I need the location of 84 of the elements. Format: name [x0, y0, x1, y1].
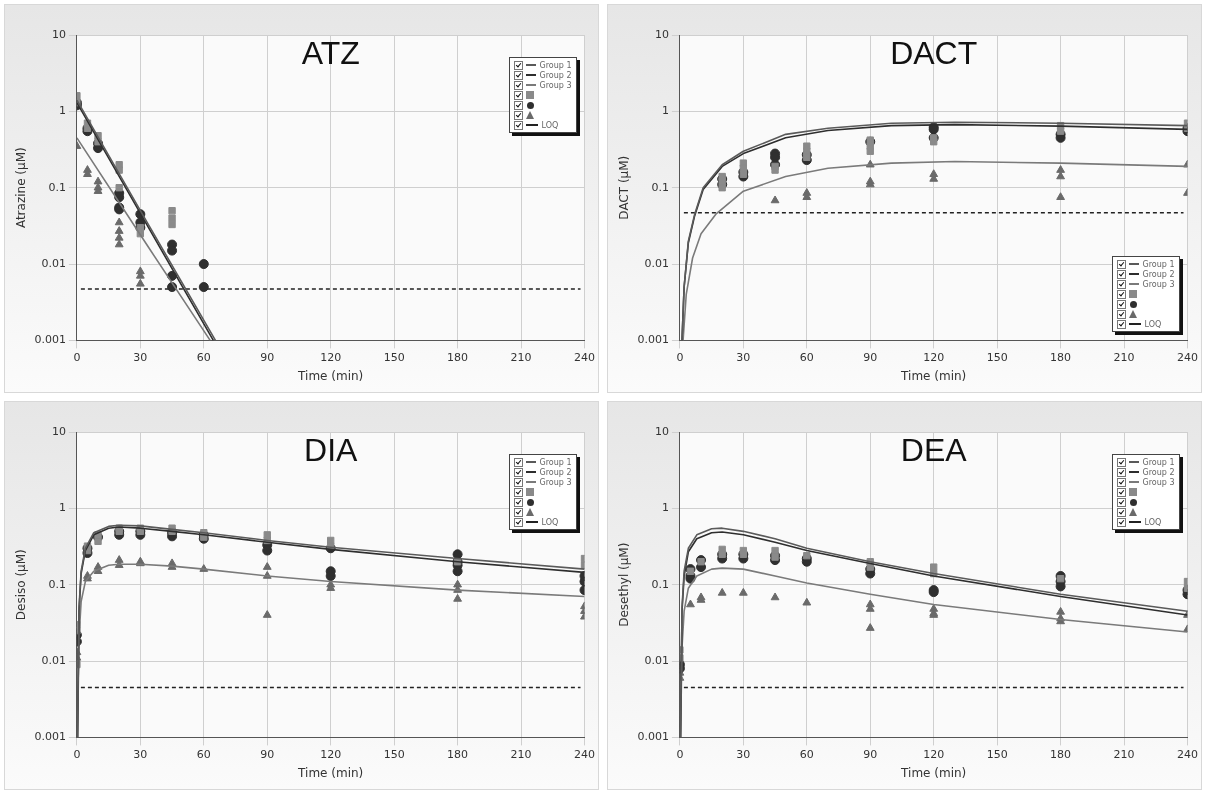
- y-tick-label: 1: [661, 501, 669, 515]
- x-axis-title: Time (min): [297, 765, 364, 780]
- legend-label: Group 3: [539, 80, 572, 90]
- chart-title: ATZ: [301, 34, 360, 71]
- y-tick-label: 0.001: [34, 333, 66, 347]
- legend-label: Group 2: [1142, 467, 1175, 477]
- y-axis-title: Atrazine (µM): [14, 147, 29, 229]
- y-tick-label: 10: [51, 27, 66, 41]
- x-tick-label: 240: [1177, 747, 1198, 761]
- x-tick-label: 90: [260, 747, 275, 761]
- legend-label: Group 1: [1142, 457, 1175, 467]
- legend-label: LOQ: [1144, 319, 1162, 329]
- y-tick-label: 0.01: [644, 653, 669, 667]
- legend-label: Group 1: [1142, 259, 1175, 269]
- y-tick-label: 0.1: [651, 577, 669, 591]
- x-tick-label: 0: [73, 350, 81, 364]
- y-tick-label: 0.1: [48, 577, 66, 591]
- x-tick-label: 90: [260, 350, 275, 364]
- x-tick-label: 60: [799, 350, 814, 364]
- y-tick-label: 1: [58, 104, 66, 118]
- y-tick-label: 0.01: [41, 256, 66, 270]
- y-tick-label: 1: [58, 501, 66, 515]
- x-tick-label: 0: [676, 350, 684, 364]
- x-axis-title: Time (min): [297, 368, 364, 383]
- chart-title: DIA: [304, 431, 359, 468]
- x-tick-label: 210: [1113, 747, 1135, 761]
- legend-label: Group 2: [539, 70, 572, 80]
- x-tick-label: 240: [574, 350, 595, 364]
- x-tick-label: 120: [923, 747, 945, 761]
- legend-label: LOQ: [541, 120, 559, 130]
- x-tick-label: 60: [196, 747, 211, 761]
- chart-title: DACT: [890, 34, 978, 71]
- x-tick-label: 120: [923, 350, 945, 364]
- y-tick-label: 10: [654, 424, 669, 438]
- y-tick-label: 0.001: [637, 730, 669, 744]
- legend-label: Group 2: [1142, 269, 1175, 279]
- legend-label: Group 2: [539, 467, 572, 477]
- y-axis-title: Desethyl (µM): [617, 542, 632, 627]
- y-tick-label: 0.01: [644, 256, 669, 270]
- legend-label: LOQ: [1144, 517, 1162, 527]
- y-tick-label: 0.1: [48, 180, 66, 194]
- x-tick-label: 120: [320, 350, 342, 364]
- y-tick-label: 0.01: [41, 653, 66, 667]
- x-tick-label: 150: [986, 747, 1008, 761]
- x-tick-label: 180: [1050, 747, 1072, 761]
- y-tick-label: 10: [51, 424, 66, 438]
- x-tick-label: 90: [863, 747, 878, 761]
- chart-title: DEA: [900, 431, 968, 468]
- x-tick-label: 150: [383, 350, 405, 364]
- y-axis-title: Desiso (µM): [14, 549, 29, 621]
- y-tick-label: 0.001: [34, 730, 66, 744]
- x-tick-label: 30: [736, 747, 751, 761]
- legend-label: LOQ: [541, 517, 559, 527]
- x-tick-label: 60: [799, 747, 814, 761]
- x-tick-label: 180: [447, 747, 469, 761]
- y-tick-label: 0.1: [651, 180, 669, 194]
- x-tick-label: 120: [320, 747, 342, 761]
- x-axis-title: Time (min): [900, 368, 967, 383]
- legend-label: Group 3: [539, 477, 572, 487]
- y-tick-label: 0.001: [637, 333, 669, 347]
- legend-label: Group 1: [539, 457, 572, 467]
- x-tick-label: 0: [73, 747, 81, 761]
- x-tick-label: 210: [510, 350, 532, 364]
- legend-label: Group 1: [539, 60, 572, 70]
- x-tick-label: 240: [1177, 350, 1198, 364]
- x-tick-label: 210: [510, 747, 532, 761]
- x-axis-title: Time (min): [900, 765, 967, 780]
- legend-label: Group 3: [1142, 477, 1175, 487]
- x-tick-label: 0: [676, 747, 684, 761]
- x-tick-label: 180: [1050, 350, 1072, 364]
- y-axis-title: DACT (µM): [617, 155, 632, 220]
- x-tick-label: 240: [574, 747, 595, 761]
- x-tick-label: 30: [133, 747, 148, 761]
- x-tick-label: 30: [133, 350, 148, 364]
- x-tick-label: 90: [863, 350, 878, 364]
- x-tick-label: 180: [447, 350, 469, 364]
- x-tick-label: 60: [196, 350, 211, 364]
- x-tick-label: 30: [736, 350, 751, 364]
- legend-label: Group 3: [1142, 279, 1175, 289]
- y-tick-label: 10: [654, 27, 669, 41]
- x-tick-label: 150: [383, 747, 405, 761]
- x-tick-label: 210: [1113, 350, 1135, 364]
- y-tick-label: 1: [661, 104, 669, 118]
- x-tick-label: 150: [986, 350, 1008, 364]
